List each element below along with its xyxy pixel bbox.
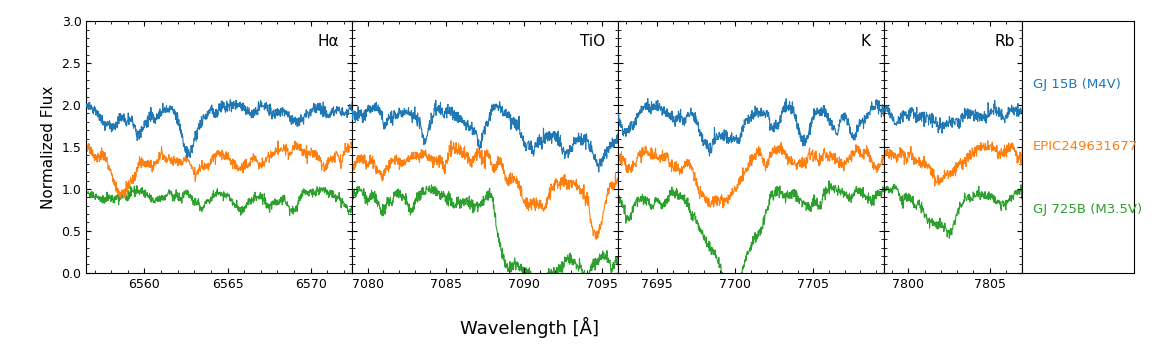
- Text: TiO: TiO: [580, 34, 604, 49]
- Text: Wavelength [Å]: Wavelength [Å]: [460, 317, 599, 338]
- Text: K: K: [861, 34, 870, 49]
- Text: Rb: Rb: [994, 34, 1015, 49]
- Y-axis label: Normalized Flux: Normalized Flux: [41, 85, 56, 209]
- Text: GJ 725B (M3.5V): GJ 725B (M3.5V): [1034, 203, 1143, 216]
- Text: EPIC249631677: EPIC249631677: [1034, 140, 1138, 153]
- Text: GJ 15B (M4V): GJ 15B (M4V): [1034, 77, 1121, 90]
- Text: Hα: Hα: [318, 34, 338, 49]
